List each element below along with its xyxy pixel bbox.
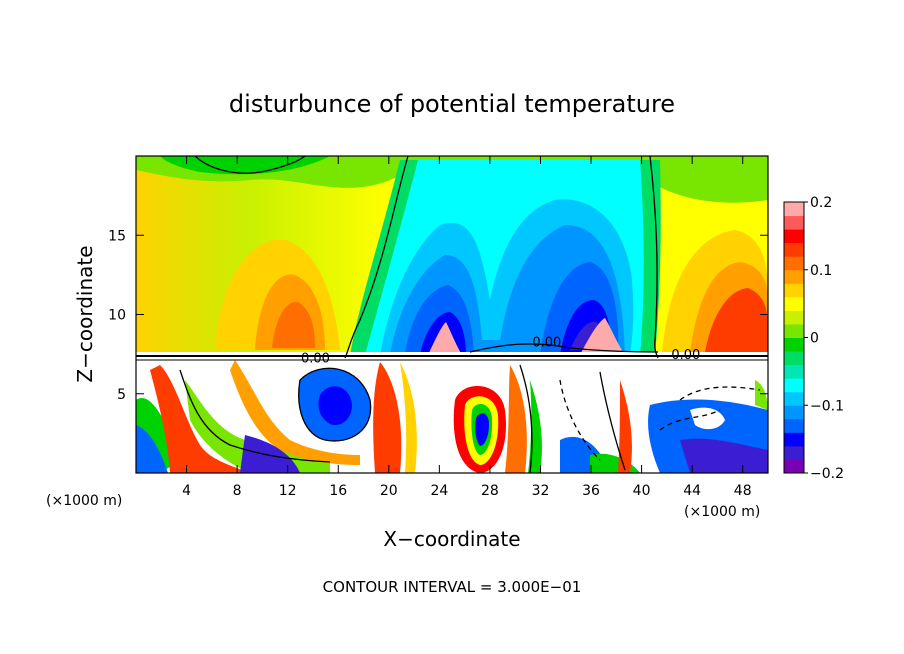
lower-blue-left: [136, 425, 168, 473]
x-tick-label: 4: [182, 483, 191, 499]
mountain-peak-right: [580, 318, 625, 355]
chart-title: disturbunce of potential temperature: [229, 90, 675, 118]
colorbar-tick-label: −0.2: [810, 466, 844, 482]
lower-ring-core: [475, 413, 489, 446]
x-tick-label: 32: [532, 483, 550, 499]
colorbar-swatch: [784, 364, 804, 379]
x-tick-label: 28: [481, 483, 499, 499]
x-tick-label: 24: [430, 483, 448, 499]
colorbar-swatch: [784, 269, 804, 284]
contour-lower-4: [599, 371, 626, 471]
colorbar-swatch: [784, 323, 804, 338]
colorbar-swatch: [784, 296, 804, 311]
x-unit-left: (×1000 m): [46, 493, 122, 509]
lower-orange-mid: [230, 360, 360, 465]
colorbar-tick-label: 0.2: [810, 195, 832, 211]
y-axis: 5 10 15: [108, 228, 768, 403]
warm-left-inner: [272, 301, 315, 348]
contour-label: 0.00: [532, 335, 561, 350]
colorbar: 0.2 0.1 0 −0.1 −0.2: [783, 195, 844, 482]
colorbar-swatch: [784, 351, 804, 366]
mountain-peak-left: [428, 322, 462, 355]
contour-label: 0.00: [301, 351, 330, 366]
colorbar-swatch: [784, 445, 804, 460]
lower-warm-right-mid: [505, 365, 527, 473]
colorbar-swatch: [784, 418, 804, 433]
contour-lines: [136, 156, 768, 473]
contour-zero-top: [194, 156, 306, 174]
colorbar-swatch: [784, 459, 804, 474]
x-tick-label: 20: [380, 483, 398, 499]
colorbar-tick-label: 0: [810, 331, 819, 347]
colorbar-tick-label: −0.1: [810, 398, 844, 414]
colorbar-swatch: [784, 215, 804, 230]
lower-blue-eddy-core: [318, 386, 352, 426]
colorbar-swatch: [784, 310, 804, 325]
lower-red-left: [150, 365, 250, 473]
lower-purple-left: [240, 435, 300, 473]
colorbar-swatch: [784, 405, 804, 420]
y-tick-label: 5: [117, 387, 126, 403]
contour-lower-3: [519, 364, 533, 473]
colorbar-swatch: [784, 432, 804, 447]
contour-lower-2: [298, 367, 372, 442]
colorbar-swatch: [784, 337, 804, 352]
lower-white-patch: [690, 407, 725, 430]
y-axis-label: Z−coordinate: [73, 245, 97, 382]
contour-label: 0.00: [671, 348, 700, 363]
y-tick-label: 15: [108, 228, 126, 244]
x-unit-right: (×1000 m): [684, 504, 760, 520]
colorbar-tick-label: 0.1: [810, 263, 832, 279]
y-tick-label: 10: [108, 308, 126, 324]
x-tick-label: 44: [683, 483, 701, 499]
contour-interval-note: CONTOUR INTERVAL = 3.000E−01: [323, 578, 582, 596]
colorbar-swatch: [784, 202, 804, 217]
colorbar-swatch: [784, 229, 804, 244]
contour-lower-dashed-3: [659, 409, 721, 431]
contour-zero-floor: [469, 343, 659, 353]
contour-lower-dashed-2: [679, 386, 761, 401]
x-tick-label: 36: [582, 483, 600, 499]
x-tick-label: 8: [233, 483, 242, 499]
x-tick-label: 16: [329, 483, 347, 499]
x-tick-label: 48: [734, 483, 752, 499]
colorbar-swatch: [784, 242, 804, 257]
lower-green-edge: [755, 380, 768, 410]
colorbar-swatch: [784, 391, 804, 406]
x-axis: 4 8 12 16 20 24 28 32 36 40 44 48: [182, 156, 752, 499]
x-tick-label: 12: [279, 483, 297, 499]
colorbar-swatch: [784, 283, 804, 298]
lower-warm-right: [618, 380, 632, 473]
contour-zero-dome-left: [344, 156, 409, 359]
warm-right-inner: [705, 288, 768, 352]
x-tick-label: 40: [633, 483, 651, 499]
lower-purple-far-right: [680, 438, 768, 473]
contour-lower-dashed-1: [559, 379, 601, 461]
contour-label-layer: 0.00 0.00 0.00: [301, 335, 700, 366]
heatmap-field: 0.00 0.00 0.00: [136, 156, 768, 473]
cold-dome-blue4: [420, 300, 611, 355]
contour-lower-1: [179, 369, 331, 463]
x-axis-label: X−coordinate: [383, 527, 520, 551]
lower-yellow-column: [400, 362, 417, 473]
colorbar-swatch: [784, 378, 804, 393]
colorbar-swatch: [784, 256, 804, 271]
lower-warm-column: [373, 362, 402, 473]
